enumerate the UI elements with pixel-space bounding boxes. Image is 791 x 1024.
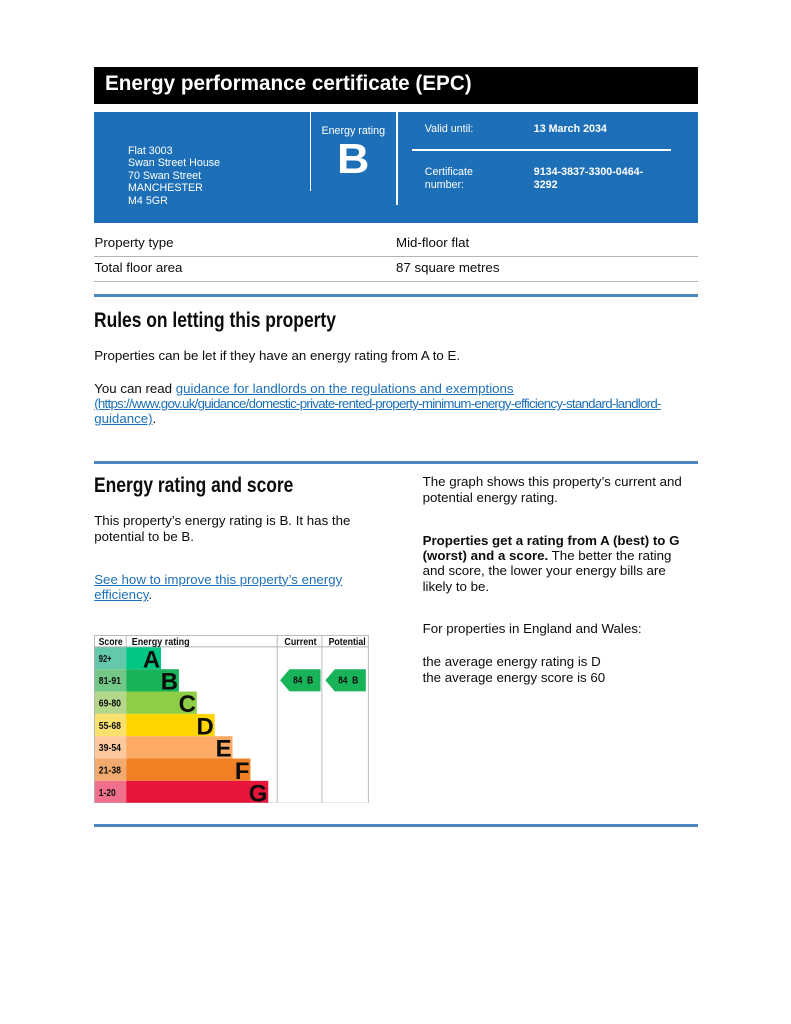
svg-text:D: D [197,713,214,740]
svg-text:B: B [352,676,358,687]
svg-text:39-54: 39-54 [99,743,121,754]
svg-text:B: B [161,668,178,695]
svg-text:Potential: Potential [329,637,366,648]
svg-text:92+: 92+ [99,654,112,665]
svg-text:Current: Current [284,637,317,648]
svg-text:B: B [307,676,313,687]
svg-text:81-91: 81-91 [99,676,121,687]
svg-text:84: 84 [293,676,302,687]
svg-text:E: E [216,735,232,762]
svg-text:F: F [235,758,250,785]
svg-text:C: C [179,691,196,718]
svg-text:Energy rating: Energy rating [132,637,190,648]
svg-text:Score: Score [99,637,123,648]
svg-text:55-68: 55-68 [99,721,121,732]
svg-text:21-38: 21-38 [99,765,121,776]
svg-text:69-80: 69-80 [99,698,121,709]
svg-text:A: A [143,646,160,673]
svg-text:1-20: 1-20 [99,788,116,799]
svg-text:84: 84 [338,676,347,687]
svg-text:G: G [249,780,268,803]
